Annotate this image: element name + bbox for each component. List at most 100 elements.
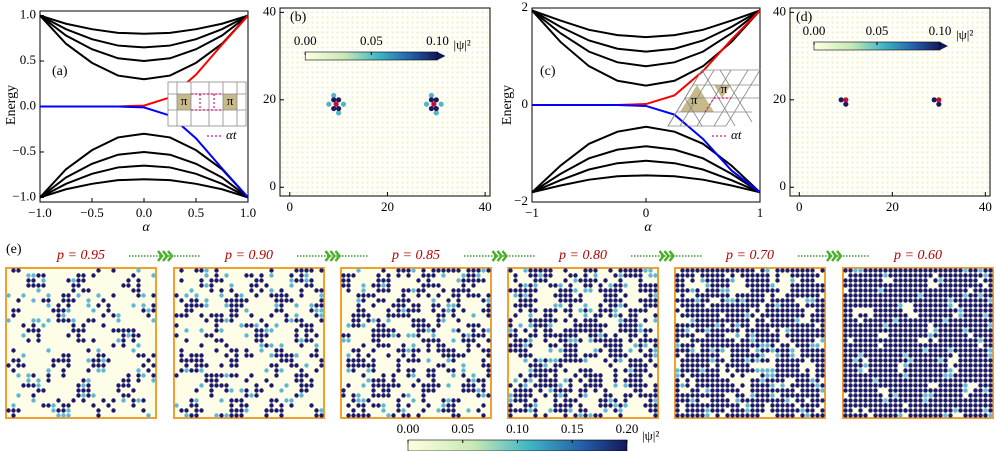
lattice-site <box>943 388 948 393</box>
lattice-site <box>563 333 568 338</box>
lattice-site <box>204 273 209 278</box>
lattice-site <box>848 313 853 318</box>
lattice-site <box>518 303 523 308</box>
lattice-site <box>184 408 189 413</box>
lattice-site <box>685 393 690 398</box>
lattice-site <box>740 338 745 343</box>
lattice-site <box>116 313 121 318</box>
lattice-site <box>725 318 730 323</box>
lattice-site <box>451 413 456 418</box>
lattice-site <box>593 383 598 388</box>
lattice-site <box>725 283 730 288</box>
lattice-site <box>938 358 943 363</box>
lattice-site <box>593 323 598 328</box>
lattice-site <box>401 288 406 293</box>
lattice-site <box>883 368 888 373</box>
lattice-site <box>790 303 795 308</box>
lattice-site <box>795 318 800 323</box>
lattice-site <box>933 368 938 373</box>
lattice-site <box>815 293 820 298</box>
lattice-site <box>264 343 269 348</box>
lattice-site <box>755 408 760 413</box>
lattice-site <box>411 343 416 348</box>
lattice-site <box>943 358 948 363</box>
lattice-site <box>858 408 863 413</box>
lattice-site <box>863 403 868 408</box>
lattice-site <box>853 358 858 363</box>
lattice-site <box>750 283 755 288</box>
lattice-site <box>810 278 815 283</box>
lattice-site <box>963 323 968 328</box>
lattice-site <box>883 318 888 323</box>
lattice-site <box>913 323 918 328</box>
lattice-site <box>815 398 820 403</box>
lattice-site <box>116 318 121 323</box>
lattice-site <box>858 343 863 348</box>
lattice-site <box>31 273 36 278</box>
lattice-site <box>740 393 745 398</box>
lattice-site <box>958 353 963 358</box>
lattice-site <box>988 283 993 288</box>
lattice-site <box>643 353 648 358</box>
lattice-site <box>528 273 533 278</box>
lattice-site <box>96 303 101 308</box>
lattice-site <box>795 368 800 373</box>
lattice-site <box>898 308 903 313</box>
lattice-site <box>21 363 26 368</box>
lattice-site <box>608 313 613 318</box>
lattice-site <box>289 273 294 278</box>
lattice-site <box>628 358 633 363</box>
lattice-site <box>289 403 294 408</box>
lattice-site <box>770 348 775 353</box>
lattice-site <box>903 388 908 393</box>
lattice-site <box>528 373 533 378</box>
lattice-site <box>309 353 314 358</box>
lattice-site <box>638 373 643 378</box>
lattice-site <box>740 408 745 413</box>
lattice-site <box>66 333 71 338</box>
lattice-site <box>843 363 848 368</box>
lattice-site <box>953 408 958 413</box>
lattice-site <box>700 343 705 348</box>
lattice-site <box>938 278 943 283</box>
lattice-site <box>963 333 968 338</box>
lattice-site <box>426 338 431 343</box>
lattice-site <box>715 413 720 418</box>
lattice-site <box>888 338 893 343</box>
lattice-site <box>988 353 993 358</box>
lattice-site <box>953 333 958 338</box>
lattice-site <box>933 288 938 293</box>
lattice-site <box>760 283 765 288</box>
lattice-site <box>893 363 898 368</box>
lattice-site <box>700 278 705 283</box>
lattice-site <box>583 268 588 273</box>
lattice-site <box>239 403 244 408</box>
lattice-site <box>396 333 401 338</box>
lattice-site <box>948 278 953 283</box>
curve <box>532 104 761 194</box>
lattice-site <box>848 373 853 378</box>
lattice-site <box>725 378 730 383</box>
lattice-site <box>695 323 700 328</box>
lattice-site <box>760 343 765 348</box>
curve <box>39 14 249 63</box>
lattice-site <box>883 403 888 408</box>
lattice-site <box>800 393 805 398</box>
lattice-site <box>486 363 491 368</box>
lattice-site <box>715 303 720 308</box>
lattice-site <box>923 313 928 318</box>
lattice-site <box>309 283 314 288</box>
lattice-site <box>456 288 461 293</box>
lattice-site <box>141 398 146 403</box>
lattice-site <box>451 268 456 273</box>
lattice-site <box>523 358 528 363</box>
lattice-site <box>928 368 933 373</box>
lattice-site <box>715 408 720 413</box>
lattice-site <box>583 283 588 288</box>
lattice-site <box>309 268 314 273</box>
lattice-site <box>204 373 209 378</box>
lattice-site <box>700 393 705 398</box>
chevron <box>501 250 509 262</box>
lattice-site <box>96 268 101 273</box>
lattice-site <box>341 273 346 278</box>
